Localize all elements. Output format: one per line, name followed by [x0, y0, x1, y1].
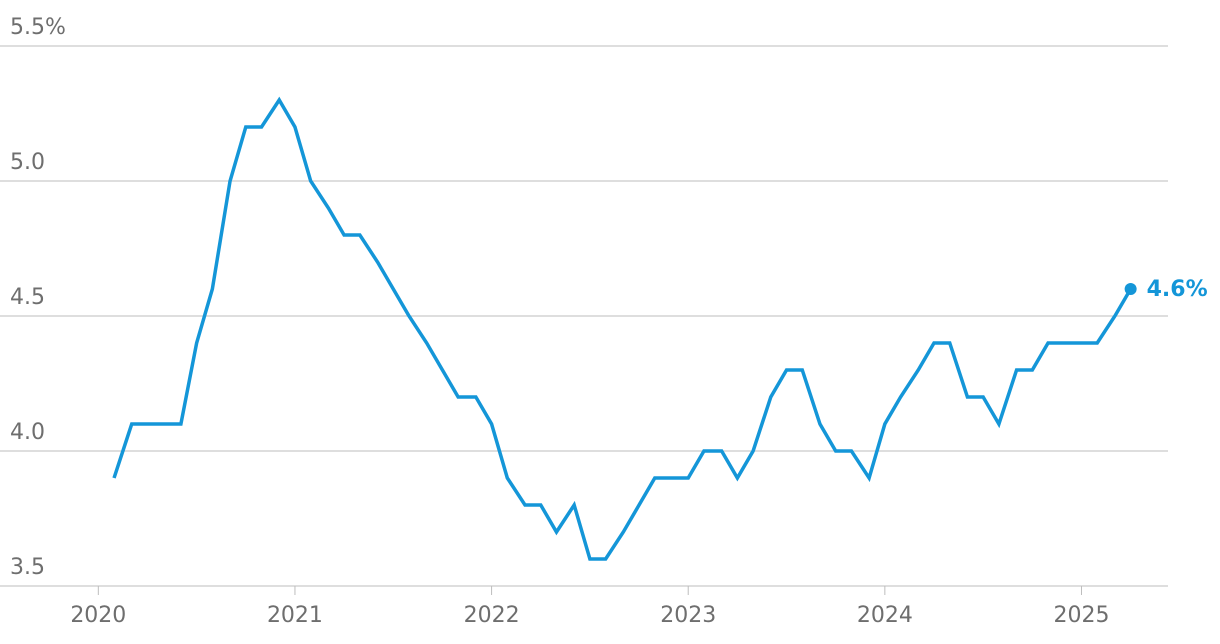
x-tick-label: 2022 — [464, 603, 520, 628]
end-point — [1124, 283, 1137, 295]
x-tick-label: 2023 — [660, 603, 716, 628]
data-line — [112, 96, 1133, 561]
y-tick-label: 4.5 — [10, 285, 45, 310]
x-tick-label: 2024 — [857, 603, 913, 628]
x-tick-label: 2020 — [70, 603, 126, 628]
y-tick-label: 4.0 — [10, 420, 45, 445]
x-tick-label: 2021 — [267, 603, 323, 628]
x-tick-label: 2025 — [1053, 603, 1109, 628]
y-tick-label: 5.0 — [10, 150, 45, 175]
value-label: 4.6% — [1147, 277, 1208, 302]
y-tick-label: 5.5% — [10, 15, 66, 40]
y-tick-label: 3.5 — [10, 555, 45, 580]
